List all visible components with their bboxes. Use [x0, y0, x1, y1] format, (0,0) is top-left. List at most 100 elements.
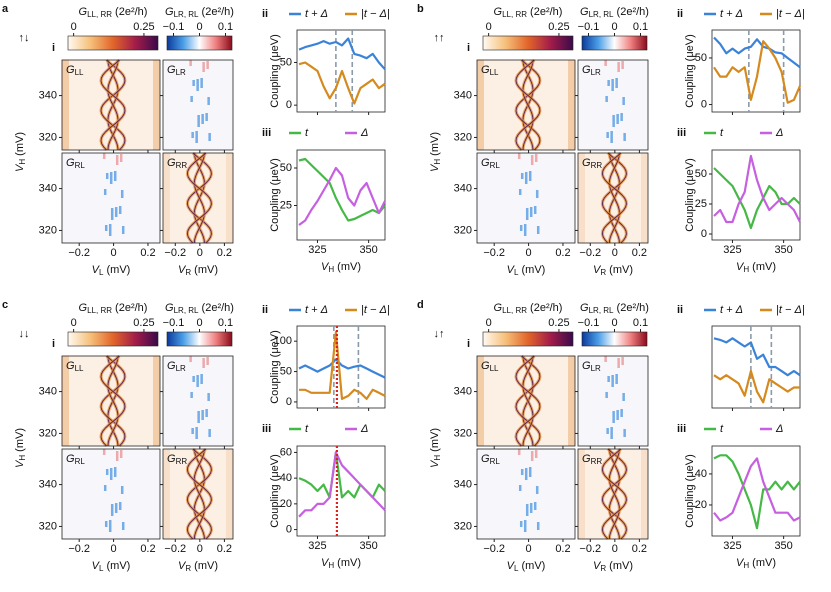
y-tick-label: 50 [695, 52, 707, 64]
feature [523, 520, 527, 532]
y-tick-label: 320 [454, 520, 472, 532]
feature [616, 410, 619, 420]
y-tick-label: 60 [280, 446, 292, 458]
plot-frame [711, 29, 801, 113]
heatmap-label-sub: RL [490, 161, 501, 170]
feature [620, 409, 623, 417]
feature [191, 132, 194, 138]
colorbar-title-sub: LL, RR [87, 10, 112, 19]
x-tick-label: 325 [723, 244, 741, 256]
feature [536, 522, 540, 530]
x-axis-label-main: V [507, 560, 516, 572]
y-tick-label: 25 [695, 198, 707, 210]
colorbar-title-unit: (2e²/h) [199, 302, 234, 314]
feature [611, 79, 614, 91]
resonance-core [608, 152, 620, 244]
feature [604, 60, 607, 66]
y-axis-label-unit: (mV) [14, 428, 26, 455]
x-axis-label-unit: (mV) [191, 264, 218, 276]
heatmap-label-main: G [167, 64, 176, 76]
y-tick-label: 0 [701, 228, 707, 240]
heatmap [163, 356, 233, 446]
heatmap-edge [163, 153, 170, 243]
series-line [713, 167, 801, 230]
feature [103, 189, 107, 195]
colorbar-title-unit: (2e²/h) [527, 302, 562, 314]
feature [110, 504, 114, 516]
feature [524, 172, 528, 184]
feature [202, 62, 205, 72]
colorbar-title-unit: (2e²/h) [199, 6, 234, 18]
feature [189, 356, 192, 362]
y-tick-label: 340 [39, 182, 57, 194]
heatmap-frame [476, 59, 576, 151]
feature [610, 131, 613, 143]
x-axis-label-sub: L [514, 268, 519, 277]
heatmap-frame [476, 355, 576, 447]
x-tick-label: 0.2 [217, 247, 232, 259]
feature [525, 504, 529, 516]
feature [517, 449, 521, 455]
feature [607, 80, 610, 86]
heatmap-label-main: G [582, 360, 591, 372]
feature [205, 409, 208, 417]
colorbar-tick-label: −0.1 [163, 317, 185, 329]
x-axis-label: VH (mV) [321, 261, 361, 274]
feature [611, 375, 614, 387]
feature [201, 114, 204, 124]
colorbar-tick-label: −0.1 [163, 21, 185, 33]
heatmap-label-sub: LR [176, 68, 186, 77]
feature [533, 502, 537, 510]
feature [622, 97, 625, 105]
colorbar-title-unit: (2e²/h) [614, 6, 649, 18]
x-tick-label: 0 [526, 543, 532, 555]
resonance-core [515, 59, 541, 151]
series-line [713, 457, 801, 522]
y-axis-label: VH (mV) [14, 132, 27, 172]
spin-label: ↓↓ [19, 328, 30, 340]
y-axis-label-main: V [429, 163, 441, 172]
x-tick-label: −0.2 [483, 543, 505, 555]
x-tick-label: 350 [774, 244, 792, 256]
x-axis-label-main: V [321, 557, 330, 569]
sub-label: ii [262, 304, 268, 316]
heatmap [578, 356, 648, 446]
colorbar-tick-label: 0 [196, 317, 202, 329]
x-axis-label-main: V [736, 261, 745, 273]
x-tick-label: 0.2 [555, 247, 570, 259]
feature [617, 62, 620, 72]
colorbar [67, 35, 159, 51]
x-axis-label-main: V [593, 560, 602, 572]
legend-label: t + Δ [720, 304, 743, 316]
feature [104, 225, 108, 231]
x-axis-label-sub: H [743, 561, 749, 570]
heatmap-label: GRL [66, 157, 85, 170]
x-tick-label: 0 [197, 247, 203, 259]
heatmap-label-sub: RL [75, 457, 86, 466]
colorbar-title-unit: (2e²/h) [527, 6, 562, 18]
feature [196, 79, 199, 91]
x-tick-label: −0.2 [164, 247, 186, 259]
x-tick-label: 0.2 [632, 543, 647, 555]
heatmap-edge [641, 449, 648, 539]
y-axis-label: VH (mV) [429, 428, 442, 468]
y-tick-label: 50 [280, 56, 292, 68]
colorbar [482, 331, 574, 347]
heatmap-label: GLR [167, 360, 186, 373]
heatmap [477, 60, 575, 150]
heatmap-label-main: G [66, 64, 75, 76]
plot-frame [711, 325, 801, 409]
x-axis-label-sub: L [514, 564, 519, 573]
sub-label: i [467, 338, 470, 350]
y-tick-label: 0 [701, 98, 707, 110]
y-axis-label-main: V [14, 163, 26, 172]
feature [105, 173, 109, 179]
feature [622, 393, 625, 401]
heatmap-edge [641, 153, 648, 243]
heatmap-label: GLR [167, 64, 186, 77]
y-tick-label: 320 [39, 131, 57, 143]
series-line [298, 451, 386, 499]
y-tick-label: 20 [280, 498, 292, 510]
legend-label: Δ [360, 423, 368, 435]
